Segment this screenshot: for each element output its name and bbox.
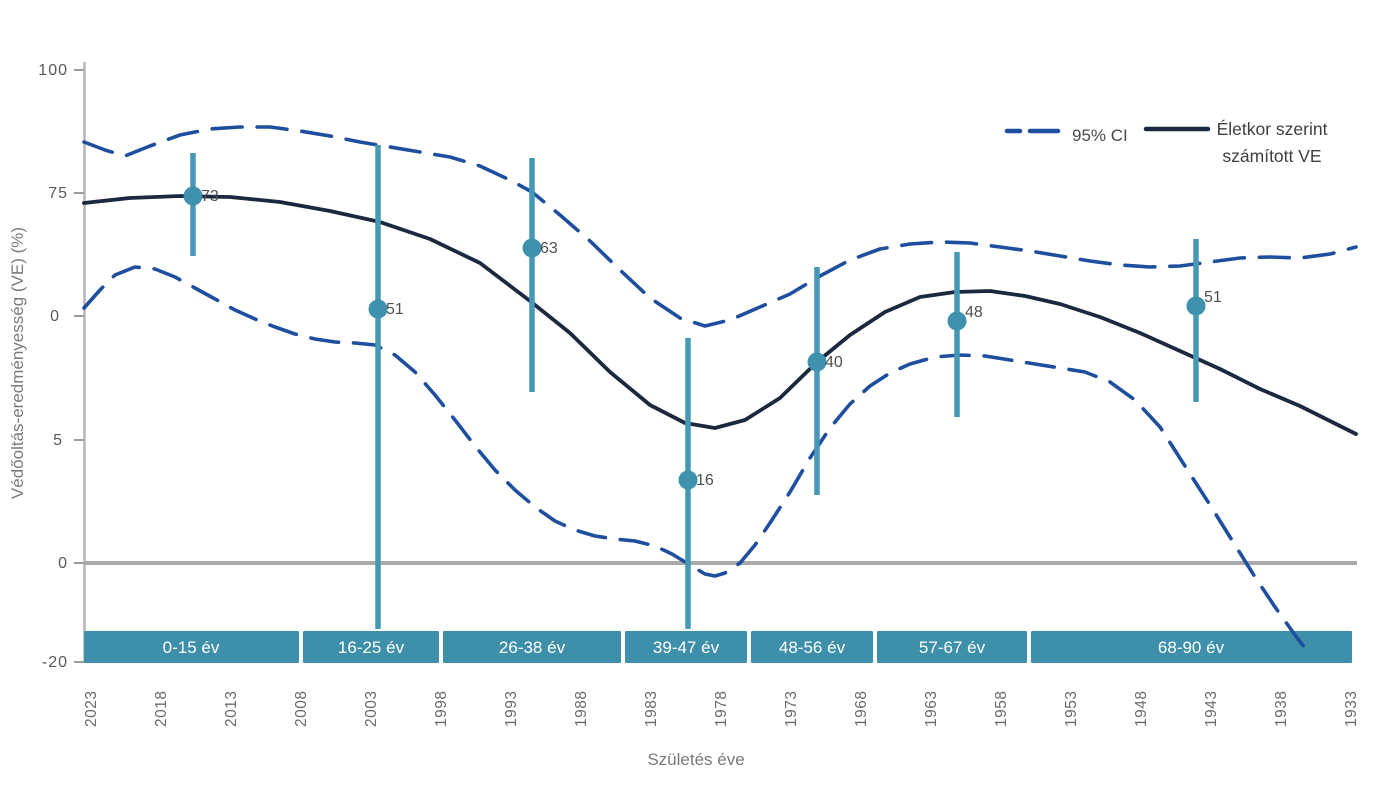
age-band-label: 0-15 év [163, 638, 220, 657]
x-tick-label: 1963 [923, 691, 940, 727]
age-band [877, 631, 1027, 663]
x-tick-label: 1998 [433, 691, 450, 727]
x-tick-label: 1983 [643, 691, 660, 727]
data-point-dot [368, 299, 388, 319]
x-tick-label: 1958 [993, 691, 1010, 727]
age-band [303, 631, 439, 663]
age-band [625, 631, 747, 663]
x-tick-label: 1968 [853, 691, 870, 727]
age-band-label: 68-90 év [1158, 638, 1225, 657]
data-point-dot [947, 311, 967, 331]
point-value-label: 16 [696, 472, 714, 489]
y-tick-marks [74, 69, 84, 663]
x-tick-label: 1943 [1203, 691, 1220, 727]
age-band-label: 39-47 év [653, 638, 720, 657]
y-tick-label: -20 [42, 654, 68, 671]
ve-point-dots [183, 186, 1206, 490]
x-tick-label: 1978 [713, 691, 730, 727]
data-point-dot [522, 238, 542, 258]
x-tick-label: 1988 [573, 691, 590, 727]
legend-ve-label-line2: számított VE [1222, 146, 1321, 166]
point-value-label: 51 [386, 301, 404, 318]
legend-ve-label-line1: Életkor szerint [1217, 119, 1328, 139]
data-point-dot [678, 470, 698, 490]
age-band-label: 26-38 év [499, 638, 566, 657]
y-tick-label: 100 [38, 62, 68, 79]
x-tick-labels: 2023 2018 2013 2008 2003 1998 1993 1988 … [83, 691, 1360, 727]
ve-curve [82, 194, 1358, 436]
age-band-label: 57-67 év [919, 638, 986, 657]
age-band-label: 16-25 év [338, 638, 405, 657]
y-tick-label: 75 [48, 185, 68, 202]
x-tick-label: 1933 [1343, 691, 1360, 727]
point-value-label: 73 [201, 188, 219, 205]
x-tick-label: 2018 [153, 691, 170, 727]
data-point-dot [1186, 296, 1206, 316]
y-tick-label: 0 [58, 555, 68, 572]
age-band [443, 631, 621, 663]
point-value-label: 40 [825, 354, 843, 371]
data-point-dot [183, 186, 203, 206]
x-tick-label: 1938 [1273, 691, 1290, 727]
lower-ci-curve [82, 265, 1310, 654]
ci-error-bars [190, 145, 1199, 629]
upper-ci-curve [82, 125, 1358, 328]
age-band [84, 631, 299, 663]
point-value-label: 51 [1204, 289, 1222, 306]
age-band [751, 631, 873, 663]
x-tick-label: 1973 [783, 691, 800, 727]
x-tick-label: 2008 [293, 691, 310, 727]
age-band [1031, 631, 1352, 663]
legend-ci-label: 95% CI [1072, 126, 1128, 145]
point-value-label: 48 [965, 304, 983, 321]
y-tick-label: 0 [50, 308, 60, 325]
x-axis-title: Születés éve [647, 750, 744, 769]
age-bands: 0-15 év 16-25 év 26-38 év 39-47 év 48-56… [84, 631, 1352, 663]
x-tick-label: 1953 [1063, 691, 1080, 727]
point-value-label: 63 [540, 240, 558, 257]
age-band-label: 48-56 év [779, 638, 846, 657]
x-tick-label: 1993 [503, 691, 520, 727]
x-tick-label: 1948 [1133, 691, 1150, 727]
x-tick-label: 2013 [223, 691, 240, 727]
data-point-dot [807, 352, 827, 372]
x-tick-label: 2023 [83, 691, 100, 727]
y-tick-label: 5 [53, 432, 63, 449]
y-axis-title: Védőoltás-eredményesség (VE) (%) [8, 227, 27, 499]
x-tick-label: 2003 [363, 691, 380, 727]
legend: 95% CI Életkor szerint számított VE [1004, 119, 1328, 166]
